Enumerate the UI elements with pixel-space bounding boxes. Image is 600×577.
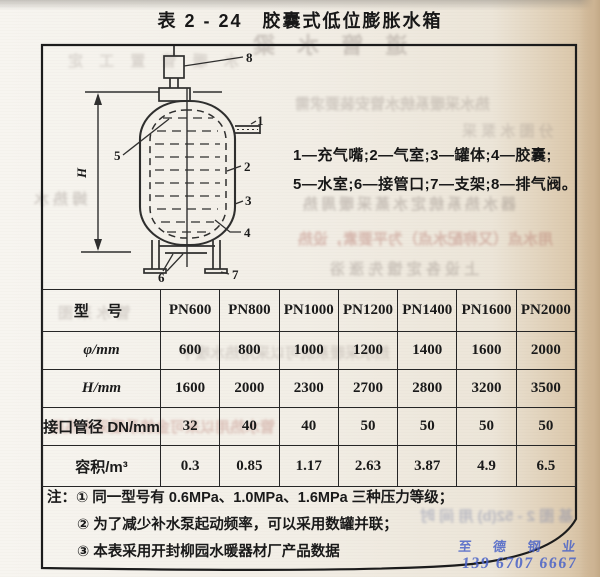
tank-diagram: 8 1 2 3 4 5 6 7 H xyxy=(74,46,264,285)
table-header-row: 型 号 PN600 PN800 PN1000 PN1200 PN1400 PN1… xyxy=(42,289,577,332)
model-cell: PN2000 xyxy=(515,289,577,332)
value-cell: 0.85 xyxy=(219,445,280,487)
water-hatch-lines xyxy=(155,117,220,233)
support-legs xyxy=(143,240,228,274)
model-cell: PN600 xyxy=(159,289,221,332)
border-path xyxy=(40,43,578,572)
note-line: ③ 本表采用开封柳园水暖器材厂产品数据 xyxy=(77,544,340,560)
value-cell: 1200 xyxy=(337,331,399,370)
bottom-connection xyxy=(159,245,215,254)
value-cell: 2000 xyxy=(219,369,280,408)
note-line: ② 为了减少补水泵起动频率，可以采用数罐并联； xyxy=(77,517,398,533)
scan-top-shade xyxy=(0,0,600,10)
value-cell: 50 xyxy=(456,407,517,446)
value-cell: 1000 xyxy=(278,331,339,370)
part-number-label: 2 xyxy=(244,159,251,174)
row-label-cell: 接口管径 DN/mm xyxy=(42,407,161,446)
row-label-cell: H/mm xyxy=(42,369,161,408)
tank-neck-flange xyxy=(158,87,191,102)
row-label-cell: 容积/m³ xyxy=(42,445,161,487)
value-cell: 4.9 xyxy=(456,445,517,487)
bladder-dashed-outline xyxy=(149,109,227,239)
value-cell: 600 xyxy=(159,331,221,370)
value-cell: 50 xyxy=(515,407,577,446)
part-number-label: 1 xyxy=(257,113,264,128)
value-cell: 800 xyxy=(219,331,280,370)
value-cell: 3500 xyxy=(515,369,577,408)
height-dimension xyxy=(81,91,222,253)
table-row-dn: 接口管径 DN/mm 32 40 40 50 50 50 50 xyxy=(42,407,577,446)
value-cell: 2300 xyxy=(278,369,339,408)
table-row-volume: 容积/m³ 0.3 0.85 1.17 2.63 3.87 4.9 6.5 xyxy=(42,445,577,487)
value-cell: 6.5 xyxy=(515,445,577,487)
value-cell: 50 xyxy=(397,407,458,446)
model-cell: PN1000 xyxy=(278,289,339,332)
row-label-cell: φ/mm xyxy=(42,331,161,370)
part-number-label: 5 xyxy=(114,148,121,163)
leader-lines xyxy=(122,56,257,275)
value-cell: 2700 xyxy=(337,369,399,408)
value-cell: 1400 xyxy=(397,331,458,370)
charge-nozzle-pipe xyxy=(235,125,261,134)
value-cell: 1600 xyxy=(456,331,517,370)
value-cell: 1.17 xyxy=(278,445,339,487)
value-cell: 50 xyxy=(337,407,399,446)
part-number-label: 3 xyxy=(245,193,252,208)
parts-legend: 1—充气嘴;2—气室;3—罐体;4—胶囊; 5—水室;6—接管口;7—支架;8—… xyxy=(293,141,581,199)
value-cell: 0.3 xyxy=(159,445,221,487)
table-row-height: H/mm 1600 2000 2300 2700 2800 3200 3500 xyxy=(42,369,577,408)
value-cell: 2800 xyxy=(397,369,458,408)
watermark-phone: 139 6707 6667 xyxy=(460,555,579,572)
table-row-diameter: φ/mm 600 800 1000 1200 1400 1600 2000 xyxy=(42,331,577,370)
watermark-company: 至 德 钢 业 xyxy=(457,539,586,554)
table-notes: 注：① 同一型号有 0.6MPa、1.0MPa、1.6MPa 三种压力等级； ②… xyxy=(47,485,517,566)
model-header-cell: 型 号 xyxy=(42,289,161,332)
model-cell: PN1400 xyxy=(397,289,458,332)
part-number-label: 7 xyxy=(232,267,239,282)
model-cell: PN1600 xyxy=(456,289,517,332)
value-cell: 3200 xyxy=(456,369,517,408)
value-cell: 1600 xyxy=(159,369,221,408)
value-cell: 3.87 xyxy=(397,445,458,487)
value-cell: 40 xyxy=(219,407,280,446)
value-cell: 32 xyxy=(159,407,221,446)
part-number-label: 6 xyxy=(158,270,165,285)
value-cell: 40 xyxy=(278,407,339,446)
legend-line: 5—水室;6—接管口;7—支架;8—排气阀。 xyxy=(293,176,578,193)
model-cell: PN800 xyxy=(219,289,280,332)
spec-table: 型 号 PN600 PN800 PN1000 PN1200 PN1400 PN1… xyxy=(42,289,577,487)
page-title: 表 2 - 24 胶囊式低位膨胀水箱 xyxy=(157,11,443,31)
part-number-label: 8 xyxy=(246,50,253,65)
exhaust-valve-body xyxy=(163,55,185,79)
legend-line: 1—充气嘴;2—气室;3—罐体;4—胶囊; xyxy=(293,147,552,164)
note-line: 注：① 同一型号有 0.6MPa、1.0MPa、1.6MPa 三种压力等级； xyxy=(47,490,454,506)
value-cell: 2.63 xyxy=(337,445,399,487)
scan-right-edge xyxy=(580,0,600,577)
watermark-stamp: 至 德 钢 业 139 6707 6667 xyxy=(446,536,595,573)
part-number-label: 4 xyxy=(244,225,251,240)
height-dimension-label: H xyxy=(74,167,89,179)
value-cell: 2000 xyxy=(515,331,577,370)
model-cell: PN1200 xyxy=(337,289,399,332)
